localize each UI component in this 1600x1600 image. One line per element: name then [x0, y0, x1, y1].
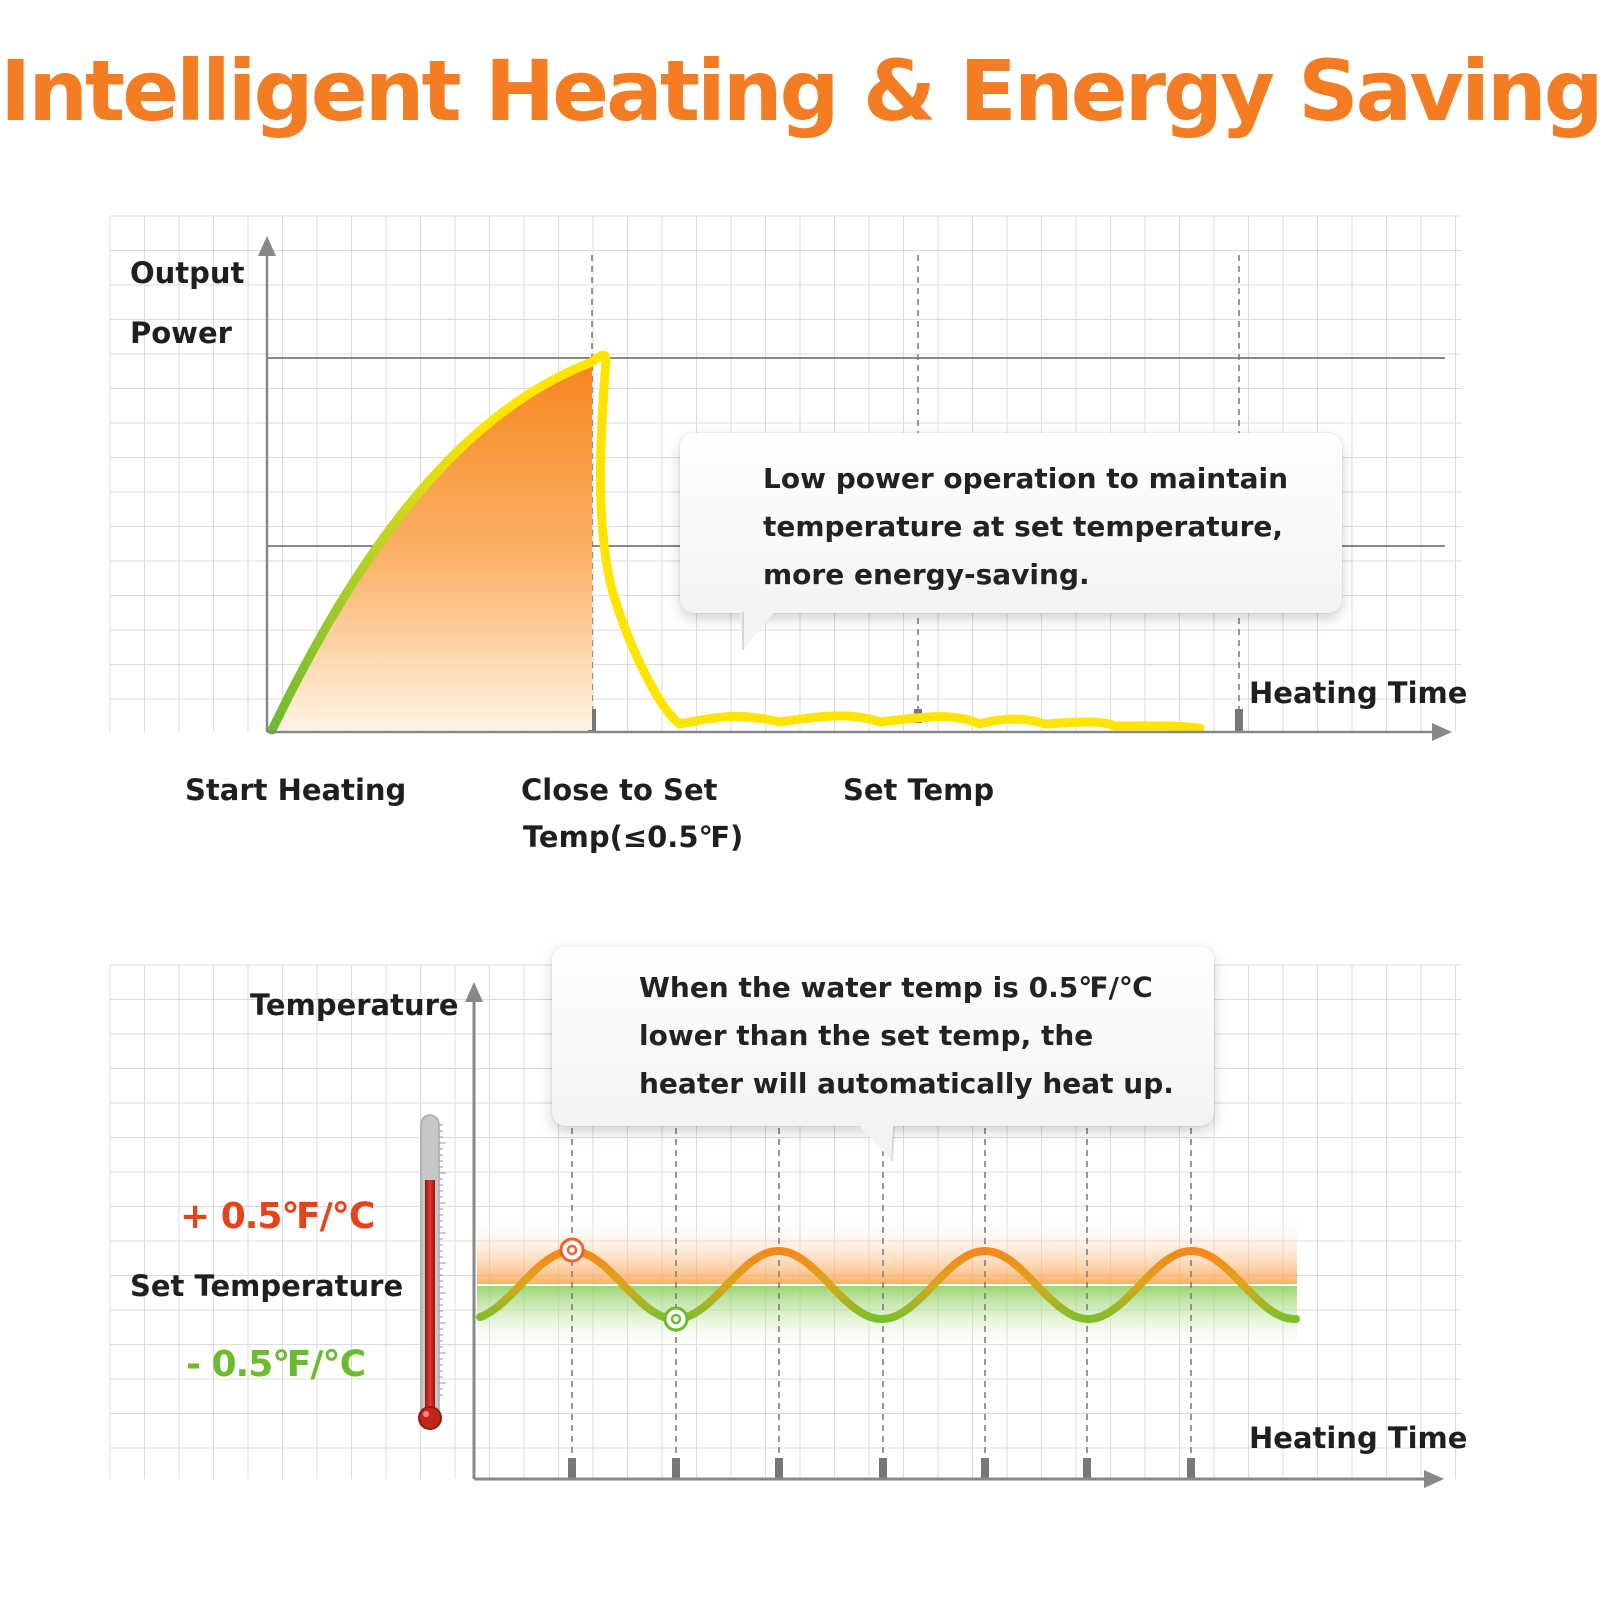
- stage-close-line1: Close to Set: [521, 773, 718, 807]
- callout-low-power-line1: Low power operation to maintain: [763, 462, 1289, 495]
- time-tick: [568, 1458, 576, 1479]
- temperature-wave: [476, 1246, 1300, 1324]
- y-axis-label-bottom: Temperature: [250, 988, 459, 1022]
- time-tick: [981, 1458, 989, 1479]
- arrow-right-icon: [1432, 723, 1452, 741]
- stage-start-text: Start Heating: [185, 773, 407, 807]
- stage-close-label: Close to Set Temp(≤0.5℉): [521, 767, 743, 861]
- trough-point-inner: [670, 1313, 682, 1325]
- arrow-right-icon: [1424, 1470, 1444, 1488]
- upper-band-label: + 0.5℉/℃: [180, 1196, 375, 1237]
- peak-point-inner: [566, 1244, 578, 1256]
- time-tick: [1187, 1458, 1195, 1479]
- x-axis-label-top: Heating Time: [1249, 676, 1468, 710]
- set-temperature-label: Set Temperature: [130, 1269, 404, 1303]
- output-power-plot: [109, 215, 1462, 741]
- heating-curve: [267, 357, 597, 735]
- x-axis-label-bottom: Heating Time: [1249, 1421, 1468, 1455]
- trough-point-outer: [663, 1306, 689, 1332]
- heating-area: [272, 362, 592, 730]
- callout-auto-heat: When the water temp is 0.5℉/℃ lower than…: [552, 946, 1214, 1126]
- upper-band: [477, 1215, 1297, 1285]
- callout-low-power-tail: [740, 610, 776, 650]
- tick-end: [1235, 709, 1243, 731]
- callout-auto-heat-line2: lower than the set temp, the: [639, 1019, 1094, 1052]
- time-tick: [1083, 1458, 1091, 1479]
- power-drop-curve: [587, 350, 1205, 733]
- stage-start-label: Start Heating: [185, 767, 406, 813]
- stage-set-text: Set Temp: [843, 773, 995, 807]
- peak-point-outer: [559, 1237, 585, 1263]
- arrow-up-icon: [258, 236, 276, 256]
- callout-low-power-line2: temperature at set temperature,: [763, 510, 1284, 543]
- page-title: Intelligent Heating & Energy Saving: [0, 42, 1600, 140]
- callout-auto-heat-tail: [858, 1124, 895, 1162]
- time-tick: [879, 1458, 887, 1479]
- y-axis-label-line2: Power: [130, 316, 232, 350]
- callout-auto-heat-line1: When the water temp is 0.5℉/℃: [639, 971, 1153, 1004]
- time-tick: [775, 1458, 783, 1479]
- thermometer-icon: [418, 1114, 446, 1430]
- callout-auto-heat-line3: heater will automatically heat up.: [639, 1067, 1174, 1100]
- y-axis-label-top: Output Power: [130, 243, 244, 363]
- arrow-up-icon: [465, 982, 483, 1002]
- stage-close-line2: Temp(≤0.5℉): [523, 820, 744, 854]
- callout-low-power-line3: more energy-saving.: [763, 558, 1090, 591]
- stage-set-label: Set Temp: [843, 767, 994, 813]
- time-tick: [672, 1458, 680, 1479]
- time-markers: [568, 1128, 1195, 1479]
- lower-band-label: - 0.5℉/℃: [186, 1344, 366, 1385]
- callout-low-power: Low power operation to maintain temperat…: [680, 433, 1342, 613]
- output-power-chart: Output Power Heating Time Start Heating …: [109, 215, 1468, 861]
- y-axis-label-line1: Output: [130, 256, 245, 290]
